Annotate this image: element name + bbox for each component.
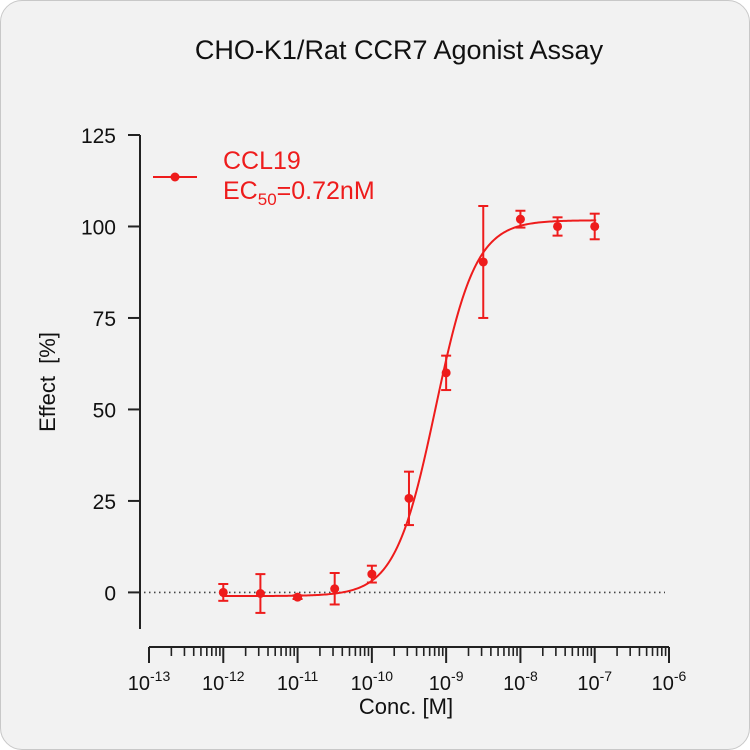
x-tick-exponent: -8 [525, 668, 538, 684]
ec50-subscript: 50 [258, 190, 277, 209]
point-marker [293, 592, 303, 602]
y-axis-ticks: 0 25 50 75 100 125 [81, 125, 140, 605]
x-tick-exponent: -11 [299, 668, 318, 684]
x-tick-base: 10 [429, 673, 451, 695]
x-tick-exponent: -6 [674, 668, 687, 684]
point-marker [330, 584, 340, 594]
point-marker [441, 368, 451, 378]
data-point [478, 204, 489, 319]
x-tick-base: 10 [277, 673, 299, 695]
legend-series-label: CCL19 [223, 147, 301, 175]
point-marker [590, 221, 600, 231]
x-tick-exponent: -10 [373, 668, 393, 684]
data-point [441, 354, 452, 392]
x-tick-label: 10-7 [577, 668, 612, 695]
x-tick-label: 10-6 [652, 668, 687, 695]
chart-title: CHO-K1/Rat CCR7 Agonist Assay [195, 35, 604, 65]
ec50-value: =0.72nM [277, 177, 375, 205]
data-points [218, 204, 600, 614]
y-tick-label: 25 [93, 491, 116, 514]
x-tick-label: 10-11 [277, 668, 319, 695]
data-point [255, 573, 266, 614]
x-tick-base: 10 [351, 673, 373, 695]
data-point [403, 470, 414, 527]
x-tick-label: 10-13 [128, 668, 171, 695]
x-tick-exponent: -9 [451, 668, 464, 684]
y-tick-label: 100 [81, 216, 116, 239]
point-marker [478, 257, 488, 267]
x-tick-exponent: -7 [600, 668, 613, 684]
x-tick-exponent: -12 [224, 668, 244, 684]
point-marker [255, 589, 265, 599]
data-point [218, 582, 229, 602]
data-point [292, 592, 303, 602]
legend: CCL19 EC50=0.72nM [153, 147, 375, 209]
y-axis-label: Effect [%] [35, 332, 60, 432]
y-tick-label: 75 [93, 308, 116, 331]
data-point [515, 209, 526, 229]
point-marker [553, 221, 563, 231]
y-tick-label: 0 [104, 582, 116, 605]
ec50-prefix: EC [223, 177, 258, 205]
x-tick-base: 10 [577, 673, 599, 695]
x-tick-label: 10-10 [351, 668, 394, 695]
point-marker [218, 587, 228, 597]
x-axis-ticks: 10-13 10-12 10-11 10-10 10-9 10-8 10-7 10-6 [128, 647, 687, 695]
data-point [329, 572, 340, 606]
data-point [552, 216, 563, 237]
point-marker [404, 493, 414, 503]
legend-ec50: EC50=0.72nM [223, 177, 375, 209]
x-tick-label: 10-8 [503, 668, 538, 695]
x-tick-exponent: -13 [150, 668, 170, 684]
x-axis-label: Conc. [M] [359, 694, 453, 719]
x-tick-base: 10 [503, 673, 525, 695]
x-tick-base: 10 [128, 673, 150, 695]
x-tick-base: 10 [652, 673, 674, 695]
data-point [589, 212, 600, 241]
fit-curve [221, 219, 597, 598]
x-tick-base: 10 [202, 673, 224, 695]
x-tick-label: 10-9 [429, 668, 464, 695]
legend-marker [170, 172, 180, 182]
point-marker [367, 569, 377, 579]
x-tick-label: 10-12 [202, 668, 245, 695]
y-tick-label: 125 [81, 125, 116, 148]
data-point [366, 564, 377, 584]
point-marker [515, 214, 525, 224]
y-tick-label: 50 [93, 399, 116, 422]
